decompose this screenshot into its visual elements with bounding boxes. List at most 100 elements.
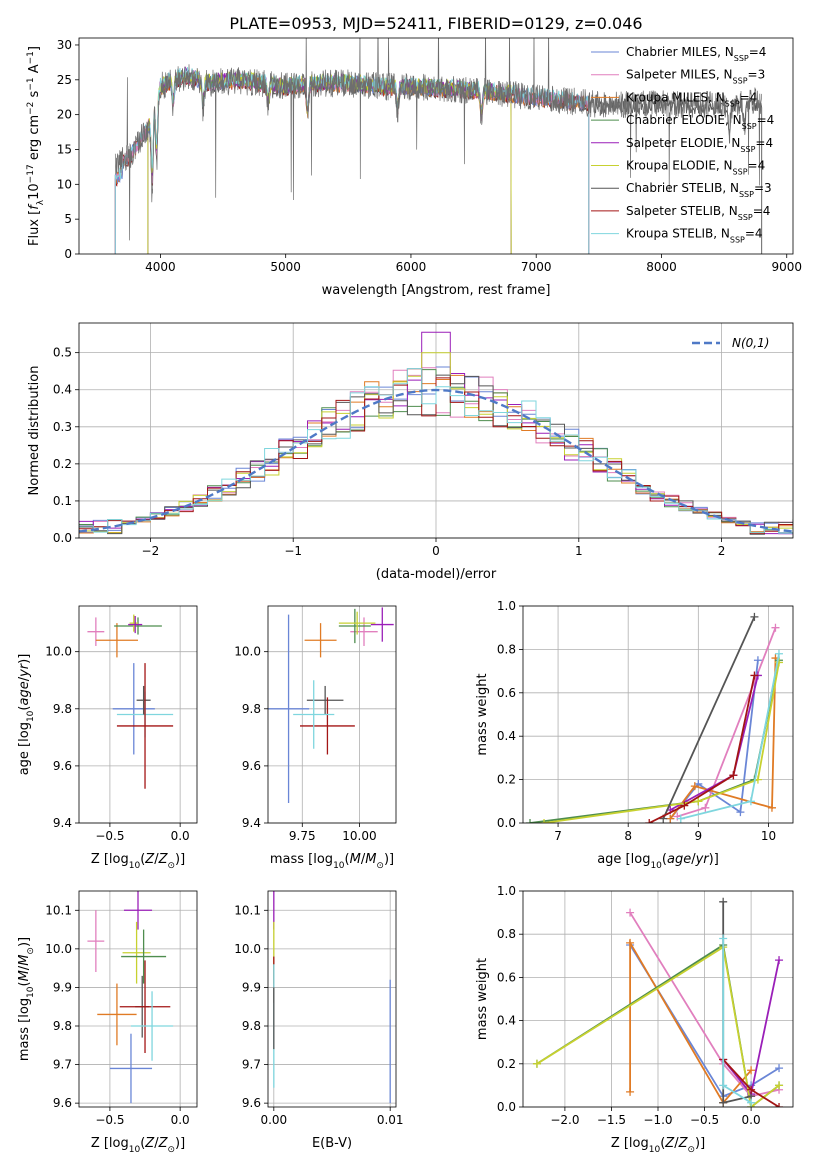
weight-marker-chabrier-miles xyxy=(775,1064,784,1073)
label-part: ( xyxy=(140,852,145,867)
label-part: Flux [ xyxy=(27,210,42,246)
legend-sub: SSP xyxy=(730,235,745,244)
label-part: Z [log xyxy=(611,1136,649,1151)
label-part: s xyxy=(27,90,42,101)
weight-line-salpeter-miles xyxy=(629,912,780,1098)
legend-model: Chabrier STELIB xyxy=(626,181,722,195)
label-part: Z xyxy=(144,1136,155,1151)
x-tick-label: 7 xyxy=(554,829,562,843)
weight-marker-chabrier-stelib xyxy=(719,1098,728,1107)
label-part: Z xyxy=(158,852,169,867)
legend-sub: SSP xyxy=(733,76,748,85)
x-tick-label: 0.0 xyxy=(171,829,190,843)
error-bars xyxy=(273,891,391,1104)
label-part: yr xyxy=(17,662,32,678)
weight-marker-chabrier-elodie xyxy=(526,819,535,823)
y-tick-label: 0.3 xyxy=(53,420,72,434)
x-axis-label: Z [log10(Z/Z⊙)] xyxy=(91,852,185,871)
y-axis-label: mass weight xyxy=(475,673,490,755)
weight-marker-kroupa-miles xyxy=(626,938,635,947)
x-tick-label: −0.5 xyxy=(95,1113,124,1127)
y-tick-label: 0.4 xyxy=(497,1014,516,1028)
label-part: f xyxy=(27,203,42,210)
axes-frame xyxy=(78,322,794,539)
y-tick-label: 9.9 xyxy=(53,980,72,994)
legend-entry: Chabrier ELODIE, NSSP=4 xyxy=(626,113,774,131)
y-tick-label: 9.4 xyxy=(53,816,72,830)
y-tick-label: 9.4 xyxy=(242,816,261,830)
x-tick-label: 0.0 xyxy=(171,1113,190,1127)
weight-marker-kroupa-miles xyxy=(747,1066,756,1075)
label-part: 10 xyxy=(333,861,345,871)
weight-marker-chabrier-stelib xyxy=(719,897,728,906)
y-axis-label: Normed distribution xyxy=(27,366,42,496)
x-tick-label: 9.75 xyxy=(289,829,316,843)
label-part: −17 xyxy=(26,164,36,183)
legend-eq: = xyxy=(749,45,759,59)
x-tick-label: −1.0 xyxy=(643,1113,672,1127)
y-tick-label: 0.2 xyxy=(497,773,516,787)
weight-marker-kroupa-miles xyxy=(767,803,776,812)
legend-nssp: 4 xyxy=(750,90,758,104)
y-tick-label: 9.8 xyxy=(242,1019,261,1033)
legend-entry: Chabrier MILES, NSSP=4 xyxy=(626,45,766,63)
x-tick-label: 0 xyxy=(432,544,440,558)
y-tick-label: 9.9 xyxy=(242,980,261,994)
legend-eq: = xyxy=(757,113,767,127)
y-tick-label: 0.0 xyxy=(497,816,516,830)
legend-n: , N xyxy=(722,181,739,195)
weight-marker-kroupa-elodie xyxy=(540,819,549,823)
legend-model: Kroupa STELIB xyxy=(626,227,713,241)
label-part: λ xyxy=(36,199,46,205)
legend-model: Salpeter STELIB xyxy=(626,204,721,218)
legend-nssp: 4 xyxy=(759,45,767,59)
label-part: 10 xyxy=(26,710,36,722)
legend-nssp: 3 xyxy=(764,181,772,195)
legend-eq: = xyxy=(755,136,765,150)
y-tick-label: 9.6 xyxy=(53,759,72,773)
y-tick-label: 0.0 xyxy=(53,531,72,545)
legend-eq: = xyxy=(748,159,758,173)
weight-line-kroupa-miles xyxy=(669,658,777,820)
y-tick-label: 0.6 xyxy=(497,970,516,984)
weight-line-chabrier-miles xyxy=(629,944,780,1098)
legend-sub: SSP xyxy=(742,122,757,131)
weight-marker-salpeter-stelib xyxy=(645,819,654,823)
x-axis-label: age [log10(age/yr)] xyxy=(597,852,719,871)
legend-entry: Kroupa ELODIE, NSSP=4 xyxy=(626,159,765,177)
legend-entry: Salpeter STELIB, NSSP=4 xyxy=(626,204,770,222)
label-part: A xyxy=(27,64,42,77)
legend-eq: = xyxy=(740,90,750,104)
legend-entry: Salpeter ELODIE, NSSP=4 xyxy=(626,136,773,154)
x-tick-label: −2.0 xyxy=(550,1113,579,1127)
mass-vs-metallicity-panel: −0.5 0.09.69.79.89.910.010.1Z [log10(Z/Z⊙… xyxy=(17,890,198,1155)
label-part: M xyxy=(350,852,361,867)
weight-line-chabrier-stelib xyxy=(662,616,756,820)
label-part: age [log xyxy=(17,722,32,775)
label-part: mass [log xyxy=(17,998,32,1061)
x-tick-label: 9000 xyxy=(771,260,802,274)
label-part: / xyxy=(17,676,32,681)
x-tick-label: 5000 xyxy=(270,260,301,274)
y-tick-label: 25 xyxy=(57,73,72,87)
histograms xyxy=(79,331,793,535)
label-part: ( xyxy=(662,852,667,867)
legend-eq: = xyxy=(754,181,764,195)
label-part: )] xyxy=(175,1136,185,1151)
x-tick-label: −0.5 xyxy=(690,1113,719,1127)
legend-n: , N xyxy=(725,113,742,127)
label-part: )] xyxy=(384,852,394,867)
label-part: erg cm xyxy=(27,115,42,164)
y-tick-label: 0.2 xyxy=(497,1057,516,1071)
weight-marker-salpeter-miles xyxy=(626,908,635,917)
x-tick-label: 0.0 xyxy=(742,1113,761,1127)
weight-marker-kroupa-elodie xyxy=(775,1081,784,1090)
label-part: / xyxy=(691,852,696,867)
x-tick-label: 10.00 xyxy=(342,829,376,843)
label-part: ⊙ xyxy=(167,861,175,871)
weight-marker-kroupa-stelib xyxy=(746,797,755,806)
y-tick-label: 1.0 xyxy=(497,884,516,898)
x-tick-label: 9 xyxy=(695,829,703,843)
weight-marker-salpeter-stelib xyxy=(750,671,759,680)
